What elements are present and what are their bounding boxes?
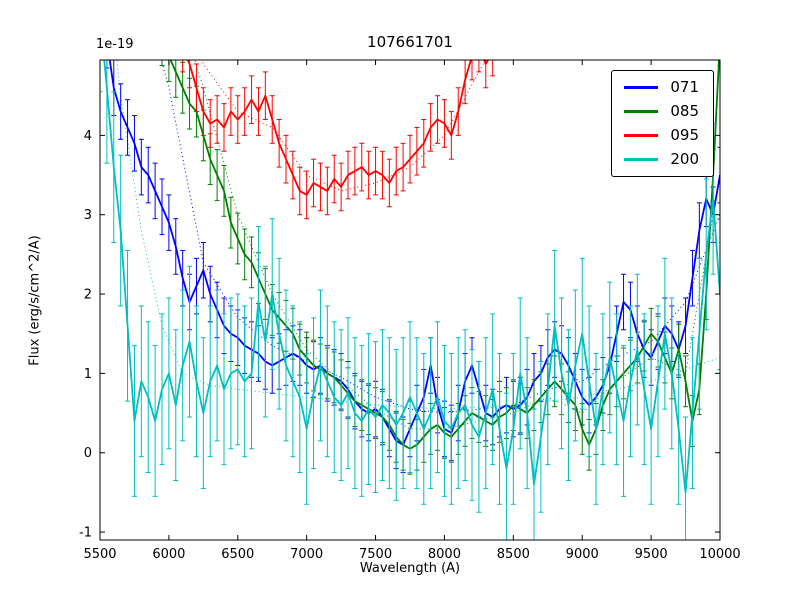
x-tick-label: 7500 [359,547,392,562]
legend-swatch-095 [624,134,659,137]
x-tick-label: 5500 [83,547,116,562]
x-tick-label: 8500 [497,547,530,562]
y-tick-label: -1 [79,526,92,541]
legend-label-085: 085 [670,102,699,120]
x-tick-label: 9500 [635,547,668,562]
template-curve-200-template [116,60,720,410]
axes-frame [99,59,721,541]
legend-swatch-071 [624,86,659,89]
legend-item-071: 071 [624,80,699,95]
plot-series-group [100,60,720,540]
y-axis-offset-label: 1e-19 [96,37,134,52]
x-tick-label: 6500 [221,547,254,562]
x-tick-label: 7000 [290,547,323,562]
x-tick-label: 9000 [566,547,599,562]
legend-label-200: 200 [670,150,699,168]
y-tick-label: 2 [84,288,92,303]
legend: 071 085 095 200 [611,70,714,177]
legend-swatch-085 [624,110,659,113]
legend-swatch-200 [624,158,659,161]
y-tick-label: 3 [84,208,92,223]
y-tick-label: 1 [84,367,92,382]
chart-title: 107661701 [367,33,453,51]
y-tick-label: 4 [84,129,92,144]
series-line-200 [103,60,720,494]
x-axis-label: Wavelength (A) [359,561,461,576]
legend-item-095: 095 [624,128,699,143]
legend-label-095: 095 [670,126,699,144]
legend-item-200: 200 [624,152,699,167]
x-tick-label: 10000 [699,547,740,562]
y-tick-label: 0 [84,446,92,461]
y-axis-label: Flux (erg/s/cm^2/A) [27,235,43,366]
x-tick-label: 6000 [152,547,185,562]
series-line-095 [186,60,490,196]
x-tick-label: 8000 [428,547,461,562]
legend-item-085: 085 [624,104,699,119]
legend-label-071: 071 [670,78,699,96]
